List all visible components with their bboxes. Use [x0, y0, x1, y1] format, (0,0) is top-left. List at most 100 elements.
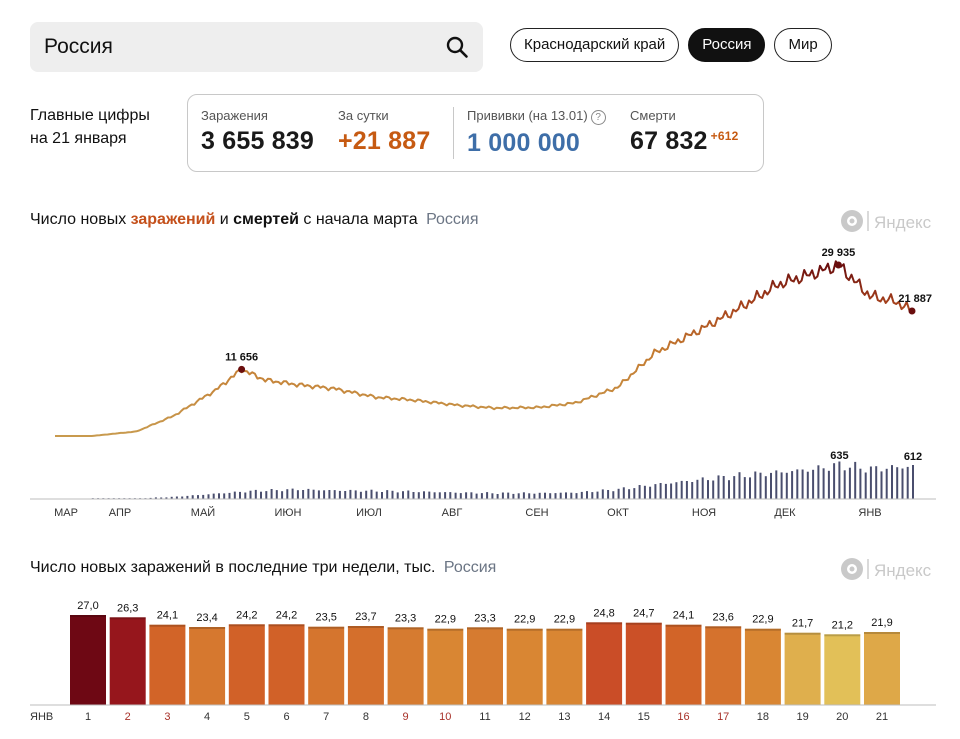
- infections-point: [238, 365, 246, 373]
- day-bar-value: 23,7: [355, 611, 376, 623]
- deaths-bar: [891, 465, 893, 499]
- deaths-bar: [444, 492, 447, 499]
- search-bar: [30, 22, 483, 72]
- deaths-bar: [160, 497, 163, 499]
- day-tick-label: 8: [363, 711, 369, 723]
- day-bar: [268, 624, 305, 705]
- deaths-bar: [685, 481, 688, 499]
- point-labels: 11 656 29 935 21 887 635 612: [225, 247, 932, 463]
- deaths-bar: [412, 492, 415, 499]
- day-bar-value: 24,2: [236, 609, 257, 621]
- deaths-bar: [328, 490, 331, 499]
- deaths-bar: [512, 493, 515, 499]
- deaths-bar: [607, 490, 610, 499]
- deaths-bar: [670, 483, 673, 499]
- daily-value: +21 887: [338, 127, 431, 155]
- deaths-bar: [165, 497, 168, 499]
- day-bar: [70, 615, 106, 705]
- chart1-region: Россия: [426, 211, 479, 228]
- day-bar: [347, 626, 384, 705]
- deaths-bar: [181, 496, 184, 499]
- deaths-bar: [480, 493, 483, 499]
- deaths-bar: [906, 466, 909, 499]
- deaths-bar: [207, 494, 210, 499]
- deaths-bar: [775, 470, 778, 499]
- region-tab-krasnodar[interactable]: Краснодарский край: [510, 28, 680, 62]
- vaccinations-value: 1 000 000: [467, 129, 581, 157]
- infections-point-label: 21 887: [898, 293, 932, 305]
- infections-point-label: 29 935: [822, 247, 856, 259]
- day-bar-top: [467, 627, 503, 630]
- deaths-bar: [638, 485, 641, 499]
- day-bar: [189, 627, 226, 705]
- deaths-bar: [722, 476, 725, 499]
- day-tick-label: 1: [85, 711, 91, 723]
- day-bar-top: [228, 624, 265, 627]
- deaths-bar: [438, 492, 441, 499]
- day-bar-top: [705, 626, 742, 629]
- day-bar-value: 21,2: [832, 619, 853, 631]
- deaths-bar: [323, 490, 326, 499]
- day-bar-top: [109, 617, 146, 620]
- day-tick-label: 14: [598, 711, 610, 723]
- deaths-bar: [601, 489, 604, 499]
- deaths-delta: +612: [710, 129, 739, 143]
- day-tick-label: 15: [638, 711, 650, 723]
- chart1-title-part1: Число новых: [30, 211, 131, 228]
- x-tick-label: АПР: [109, 507, 131, 519]
- deaths-bar: [806, 471, 809, 499]
- x-tick-label: ДЕК: [774, 507, 796, 519]
- chart2-region: Россия: [443, 559, 497, 576]
- infections-line-path: [55, 260, 913, 437]
- deaths-bar: [212, 493, 215, 499]
- day-bar-top: [506, 628, 543, 631]
- day-bar-value: 23,3: [474, 612, 495, 624]
- search-input[interactable]: [44, 33, 424, 61]
- search-icon[interactable]: [445, 35, 469, 59]
- deaths-bar: [391, 490, 394, 499]
- deaths-bar: [796, 469, 799, 499]
- deaths-bar: [375, 491, 378, 499]
- deaths-bar: [291, 488, 294, 499]
- deaths-bar: [570, 492, 573, 499]
- deaths-bar: [691, 482, 694, 499]
- deaths-bar: [475, 493, 478, 499]
- deaths-bar: [154, 497, 157, 499]
- deaths-bar: [344, 491, 347, 499]
- key-figures-card: Заражения 3 655 839 За сутки +21 887 При…: [187, 94, 764, 172]
- deaths-bar: [370, 489, 373, 499]
- day-bar: [546, 628, 583, 705]
- deaths-bar: [302, 490, 305, 499]
- vaccinations-stat: Прививки (на 13.01)? 1 000 000: [467, 108, 606, 158]
- day-bar: [864, 632, 900, 705]
- day-bar-value: 22,9: [435, 614, 456, 626]
- deaths-bar: [649, 486, 652, 499]
- day-tick-label: 21: [876, 711, 888, 723]
- help-icon[interactable]: ?: [590, 110, 606, 125]
- deaths-bar: [596, 491, 599, 499]
- daily-label: За сутки: [338, 108, 389, 123]
- deaths-bar: [286, 489, 289, 499]
- deaths-bar: [149, 497, 152, 499]
- region-tab-world[interactable]: Мир: [774, 28, 832, 62]
- chart1-title-part2: и: [215, 211, 234, 228]
- deaths-bar: [402, 491, 404, 499]
- day-bar-value: 24,1: [157, 610, 178, 622]
- infections-point-label: 11 656: [225, 351, 258, 363]
- region-tab-russia[interactable]: Россия: [688, 28, 766, 62]
- deaths-bar: [785, 472, 788, 499]
- deaths-bar: [454, 492, 457, 499]
- deaths-bar: [228, 492, 231, 499]
- deaths-bar: [859, 468, 862, 499]
- month-label: ЯНВ: [30, 711, 53, 723]
- day-bar-top: [586, 622, 623, 625]
- day-tick-label: 4: [204, 711, 210, 723]
- day-tick-label: 2: [125, 711, 131, 723]
- day-bar-value: 24,2: [276, 609, 297, 621]
- chart1-title-part3: с начала марта: [298, 211, 418, 228]
- deaths-bar: [386, 490, 389, 499]
- deaths-bar: [559, 492, 562, 499]
- deaths-bar: [875, 466, 878, 499]
- deaths-bar: [575, 493, 578, 499]
- deaths-bar: [659, 483, 662, 499]
